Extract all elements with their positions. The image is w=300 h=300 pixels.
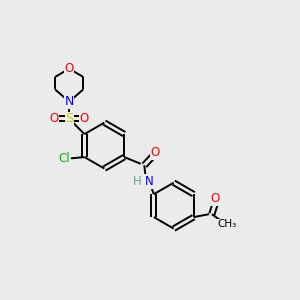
Text: N: N: [64, 95, 74, 108]
Text: N: N: [145, 175, 154, 188]
Text: O: O: [80, 112, 89, 125]
Text: O: O: [64, 62, 74, 75]
Text: O: O: [49, 112, 58, 125]
Text: H: H: [133, 175, 142, 188]
Text: O: O: [151, 146, 160, 159]
Text: O: O: [211, 192, 220, 206]
Text: Cl: Cl: [58, 152, 70, 165]
Text: S: S: [65, 112, 73, 125]
Text: CH₃: CH₃: [217, 220, 236, 230]
